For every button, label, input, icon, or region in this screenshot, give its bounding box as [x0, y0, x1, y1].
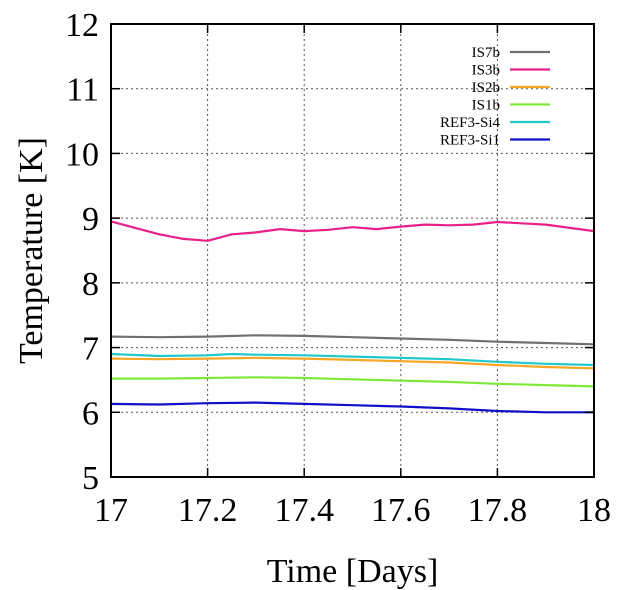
- y-tick-label: 10: [65, 136, 99, 173]
- series-line-ref3-si4: [110, 352, 595, 367]
- y-tick-label: 7: [82, 331, 99, 368]
- series-line-is1b: [111, 376, 595, 388]
- y-tick-label: 11: [66, 72, 99, 109]
- series-line-is2b: [110, 356, 595, 370]
- x-tick-label: 17.2: [178, 492, 238, 529]
- legend-label: REF3-Si1: [440, 133, 500, 149]
- grid: [111, 24, 594, 477]
- y-tick-label: 8: [82, 266, 99, 303]
- x-axis-label: Time [Days]: [267, 553, 439, 590]
- legend-label: REF3-Si4: [440, 115, 501, 131]
- y-tick-label: 9: [82, 201, 99, 238]
- series-lines: [110, 220, 595, 414]
- y-tick-label: 12: [65, 7, 99, 44]
- series-line-ref3-si1: [110, 401, 594, 414]
- legend-label: IS3b: [472, 63, 500, 79]
- x-tick-label: 17.4: [274, 492, 334, 529]
- axis-ticks: 5 6 7 8 9 10 11 12 17 17.2 17.4 17.6 17.8 18: [65, 7, 611, 529]
- x-tick-label: 17.6: [371, 492, 431, 529]
- x-tick-label: 17: [94, 492, 128, 529]
- legend-label: IS2b: [472, 80, 500, 96]
- legend-label: IS7b: [472, 45, 500, 61]
- legend-label: IS1b: [472, 98, 500, 114]
- series-line-is7b: [110, 334, 595, 346]
- plot-frame: [110, 23, 595, 478]
- y-tick-label: 6: [82, 395, 99, 432]
- series-line-is3b: [110, 220, 595, 242]
- y-tick-label: 5: [82, 460, 99, 497]
- x-tick-label: 18: [577, 492, 611, 529]
- y-axis-label: Temperature [K]: [13, 137, 50, 364]
- x-tick-label: 17.8: [468, 492, 528, 529]
